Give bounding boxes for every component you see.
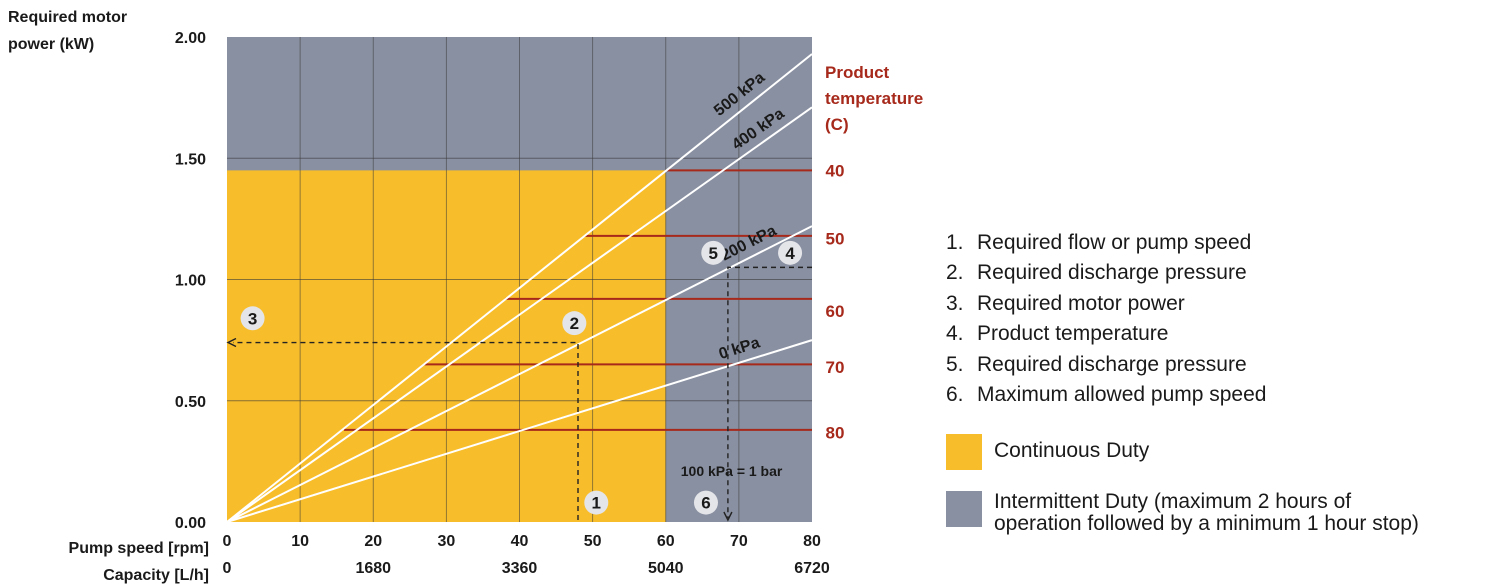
x-tick-label-capacity: 1680 xyxy=(355,560,391,577)
series-line-400-kpa xyxy=(226,106,813,523)
legend-item-text: Required motor power xyxy=(977,291,1185,315)
x-tick-label-speed: 40 xyxy=(511,533,529,550)
legend-item-3: 3. Required motor power xyxy=(946,289,1486,319)
y-tick-label: 1.50 xyxy=(175,151,206,168)
legend-item-number: 5. xyxy=(946,352,964,376)
x-tick-label-capacity: 0 xyxy=(223,560,232,577)
legend-item-number: 4. xyxy=(946,322,964,346)
series-line-0-kpa xyxy=(226,339,813,523)
series-line-500-kpa xyxy=(226,53,813,523)
intermittent-duty-line-1: Intermittent Duty (maximum 2 hours of xyxy=(994,490,1352,513)
y-axis-title-line-1: Required motor xyxy=(8,9,127,26)
intermittent-duty-swatch xyxy=(946,491,982,527)
marker-5-label: 5 xyxy=(709,244,718,263)
unit-annotation: 100 kPa = 1 bar xyxy=(681,463,783,479)
legend-item-1: 1. Required flow or pump speed xyxy=(946,228,1486,258)
legend-item-text: Required discharge pressure xyxy=(977,261,1247,285)
temperature-title-line-1: Product xyxy=(825,63,890,82)
legend-item-number: 3. xyxy=(946,291,964,315)
y-tick-label: 2.00 xyxy=(175,30,206,47)
x-axis-title-speed: Pump speed [rpm] xyxy=(69,540,209,557)
legend-intermittent-duty: Intermittent Duty (maximum 2 hours of op… xyxy=(946,491,1486,535)
x-tick-label-speed: 30 xyxy=(437,533,455,550)
temperature-label-80: 80 xyxy=(826,423,845,442)
temperature-label-40: 40 xyxy=(826,161,845,180)
intermittent-duty-label: Intermittent Duty (maximum 2 hours of op… xyxy=(994,491,1419,535)
legend-item-2: 2. Required discharge pressure xyxy=(946,258,1486,288)
y-axis-title-line-2: power (kW) xyxy=(8,36,94,53)
continuous-duty-swatch xyxy=(946,434,982,470)
x-tick-label-speed: 70 xyxy=(730,533,748,550)
x-tick-label-capacity: 6720 xyxy=(794,560,830,577)
temperature-label-70: 70 xyxy=(826,358,845,377)
legend-item-4: 4. Product temperature xyxy=(946,319,1486,349)
marker-2-circle xyxy=(562,311,587,336)
arrow-to-motor-power-icon xyxy=(226,337,237,348)
arrow-to-max-speed-icon xyxy=(723,511,733,522)
legend-item-number: 1. xyxy=(946,231,964,254)
series-line-200-kpa xyxy=(226,225,813,523)
x-tick-label-speed: 0 xyxy=(223,533,232,550)
example-path-speed-to-power xyxy=(233,341,579,520)
continuous-duty-label: Continuous Duty xyxy=(994,439,1150,462)
marker-6-label: 6 xyxy=(701,494,710,513)
x-tick-label-capacity: 3360 xyxy=(502,560,538,577)
y-tick-label: 0.00 xyxy=(175,515,206,532)
legend-item-number: 2. xyxy=(946,261,964,285)
y-tick-label: 0.50 xyxy=(175,394,206,411)
marker-2-label: 2 xyxy=(570,314,579,333)
x-tick-label-speed: 60 xyxy=(657,533,675,550)
x-tick-label-speed: 80 xyxy=(803,533,821,550)
legend-item-5: 5. Required discharge pressure xyxy=(946,350,1486,380)
marker-3-circle xyxy=(240,306,265,331)
x-tick-label-speed: 20 xyxy=(364,533,382,550)
temperature-label-60: 60 xyxy=(826,302,845,321)
legend-item-6: 6. Maximum allowed pump speed xyxy=(946,380,1486,410)
x-tick-label-speed: 50 xyxy=(584,533,602,550)
y-tick-label: 1.00 xyxy=(175,273,206,290)
x-tick-label-speed: 10 xyxy=(291,533,309,550)
intermittent-duty-line-2: operation followed by a minimum 1 hour s… xyxy=(994,512,1419,535)
legend-item-number: 6. xyxy=(946,383,964,407)
marker-1-circle xyxy=(584,490,609,515)
temperature-label-50: 50 xyxy=(826,229,845,248)
legend-item-text: Maximum allowed pump speed xyxy=(977,383,1267,407)
marker-4-circle xyxy=(778,240,803,265)
legend-continuous-duty: Continuous Duty xyxy=(946,434,1486,470)
x-axis-title-capacity: Capacity [L/h] xyxy=(103,567,209,584)
marker-3-label: 3 xyxy=(248,309,257,328)
marker-1-label: 1 xyxy=(592,494,601,513)
legend-item-text: Required discharge pressure xyxy=(977,352,1247,376)
marker-6-circle xyxy=(693,490,718,515)
temperature-title-line-2: temperature xyxy=(825,89,923,108)
marker-4-label: 4 xyxy=(785,244,795,263)
legend-list: 1. Required flow or pump speed 2. Required … xyxy=(946,228,1486,410)
legend-item-text: Product temperature xyxy=(977,322,1169,346)
temperature-title-line-3: (C) xyxy=(825,115,849,134)
example-path-max-speed xyxy=(727,266,812,518)
x-tick-label-capacity: 5040 xyxy=(648,560,684,577)
legend-item-text: Required flow or pump speed xyxy=(977,231,1252,254)
legend: 1. Required flow or pump speed 2. Required … xyxy=(946,228,1486,410)
marker-5-circle xyxy=(701,240,726,265)
